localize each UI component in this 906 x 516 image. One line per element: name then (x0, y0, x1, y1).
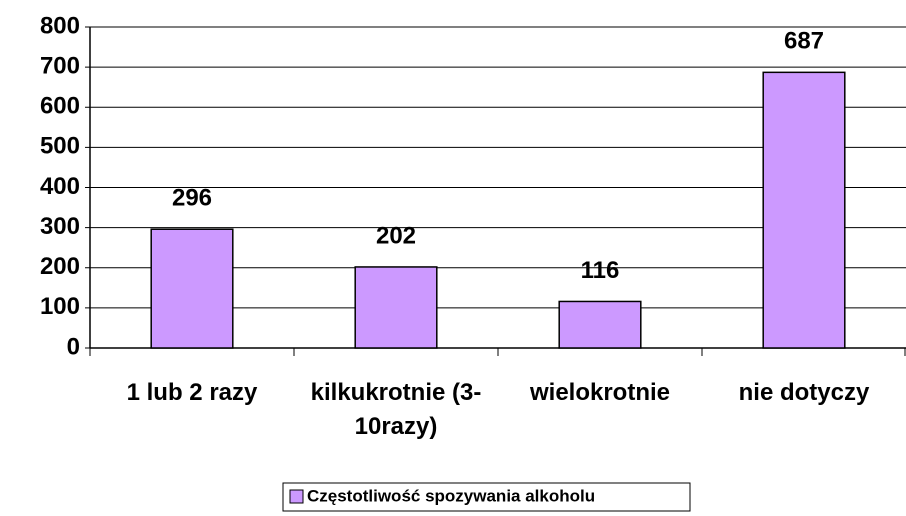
y-tick-label: 600 (40, 93, 80, 120)
y-tick-label: 700 (40, 52, 80, 79)
value-label: 116 (581, 257, 620, 284)
y-tick-label: 200 (40, 253, 80, 280)
y-tick-label: 400 (40, 173, 80, 200)
legend-box (282, 482, 691, 512)
legend-label: Częstotliwość spozywania alkoholu (307, 486, 595, 505)
x-tick-label: kilkukrotnie (3-10razy) (310, 379, 482, 440)
y-tick-label: 800 (40, 12, 80, 39)
bar (150, 228, 234, 349)
legend-swatch (289, 489, 304, 504)
bar (762, 71, 846, 349)
y-tick-label: 0 (67, 333, 80, 360)
x-tick-label: wielokrotnie (529, 379, 671, 406)
y-tick-label: 300 (40, 213, 80, 240)
y-tick-label: 500 (40, 133, 80, 160)
y-tick-label: 100 (40, 293, 80, 320)
value-label: 296 (172, 185, 212, 212)
value-label: 202 (376, 222, 416, 249)
x-tick-label: nie dotyczy (738, 379, 870, 406)
bar (558, 300, 642, 349)
x-tick-label: 1 lub 2 razy (126, 379, 258, 406)
value-label: 687 (784, 28, 824, 55)
bar (354, 266, 438, 349)
